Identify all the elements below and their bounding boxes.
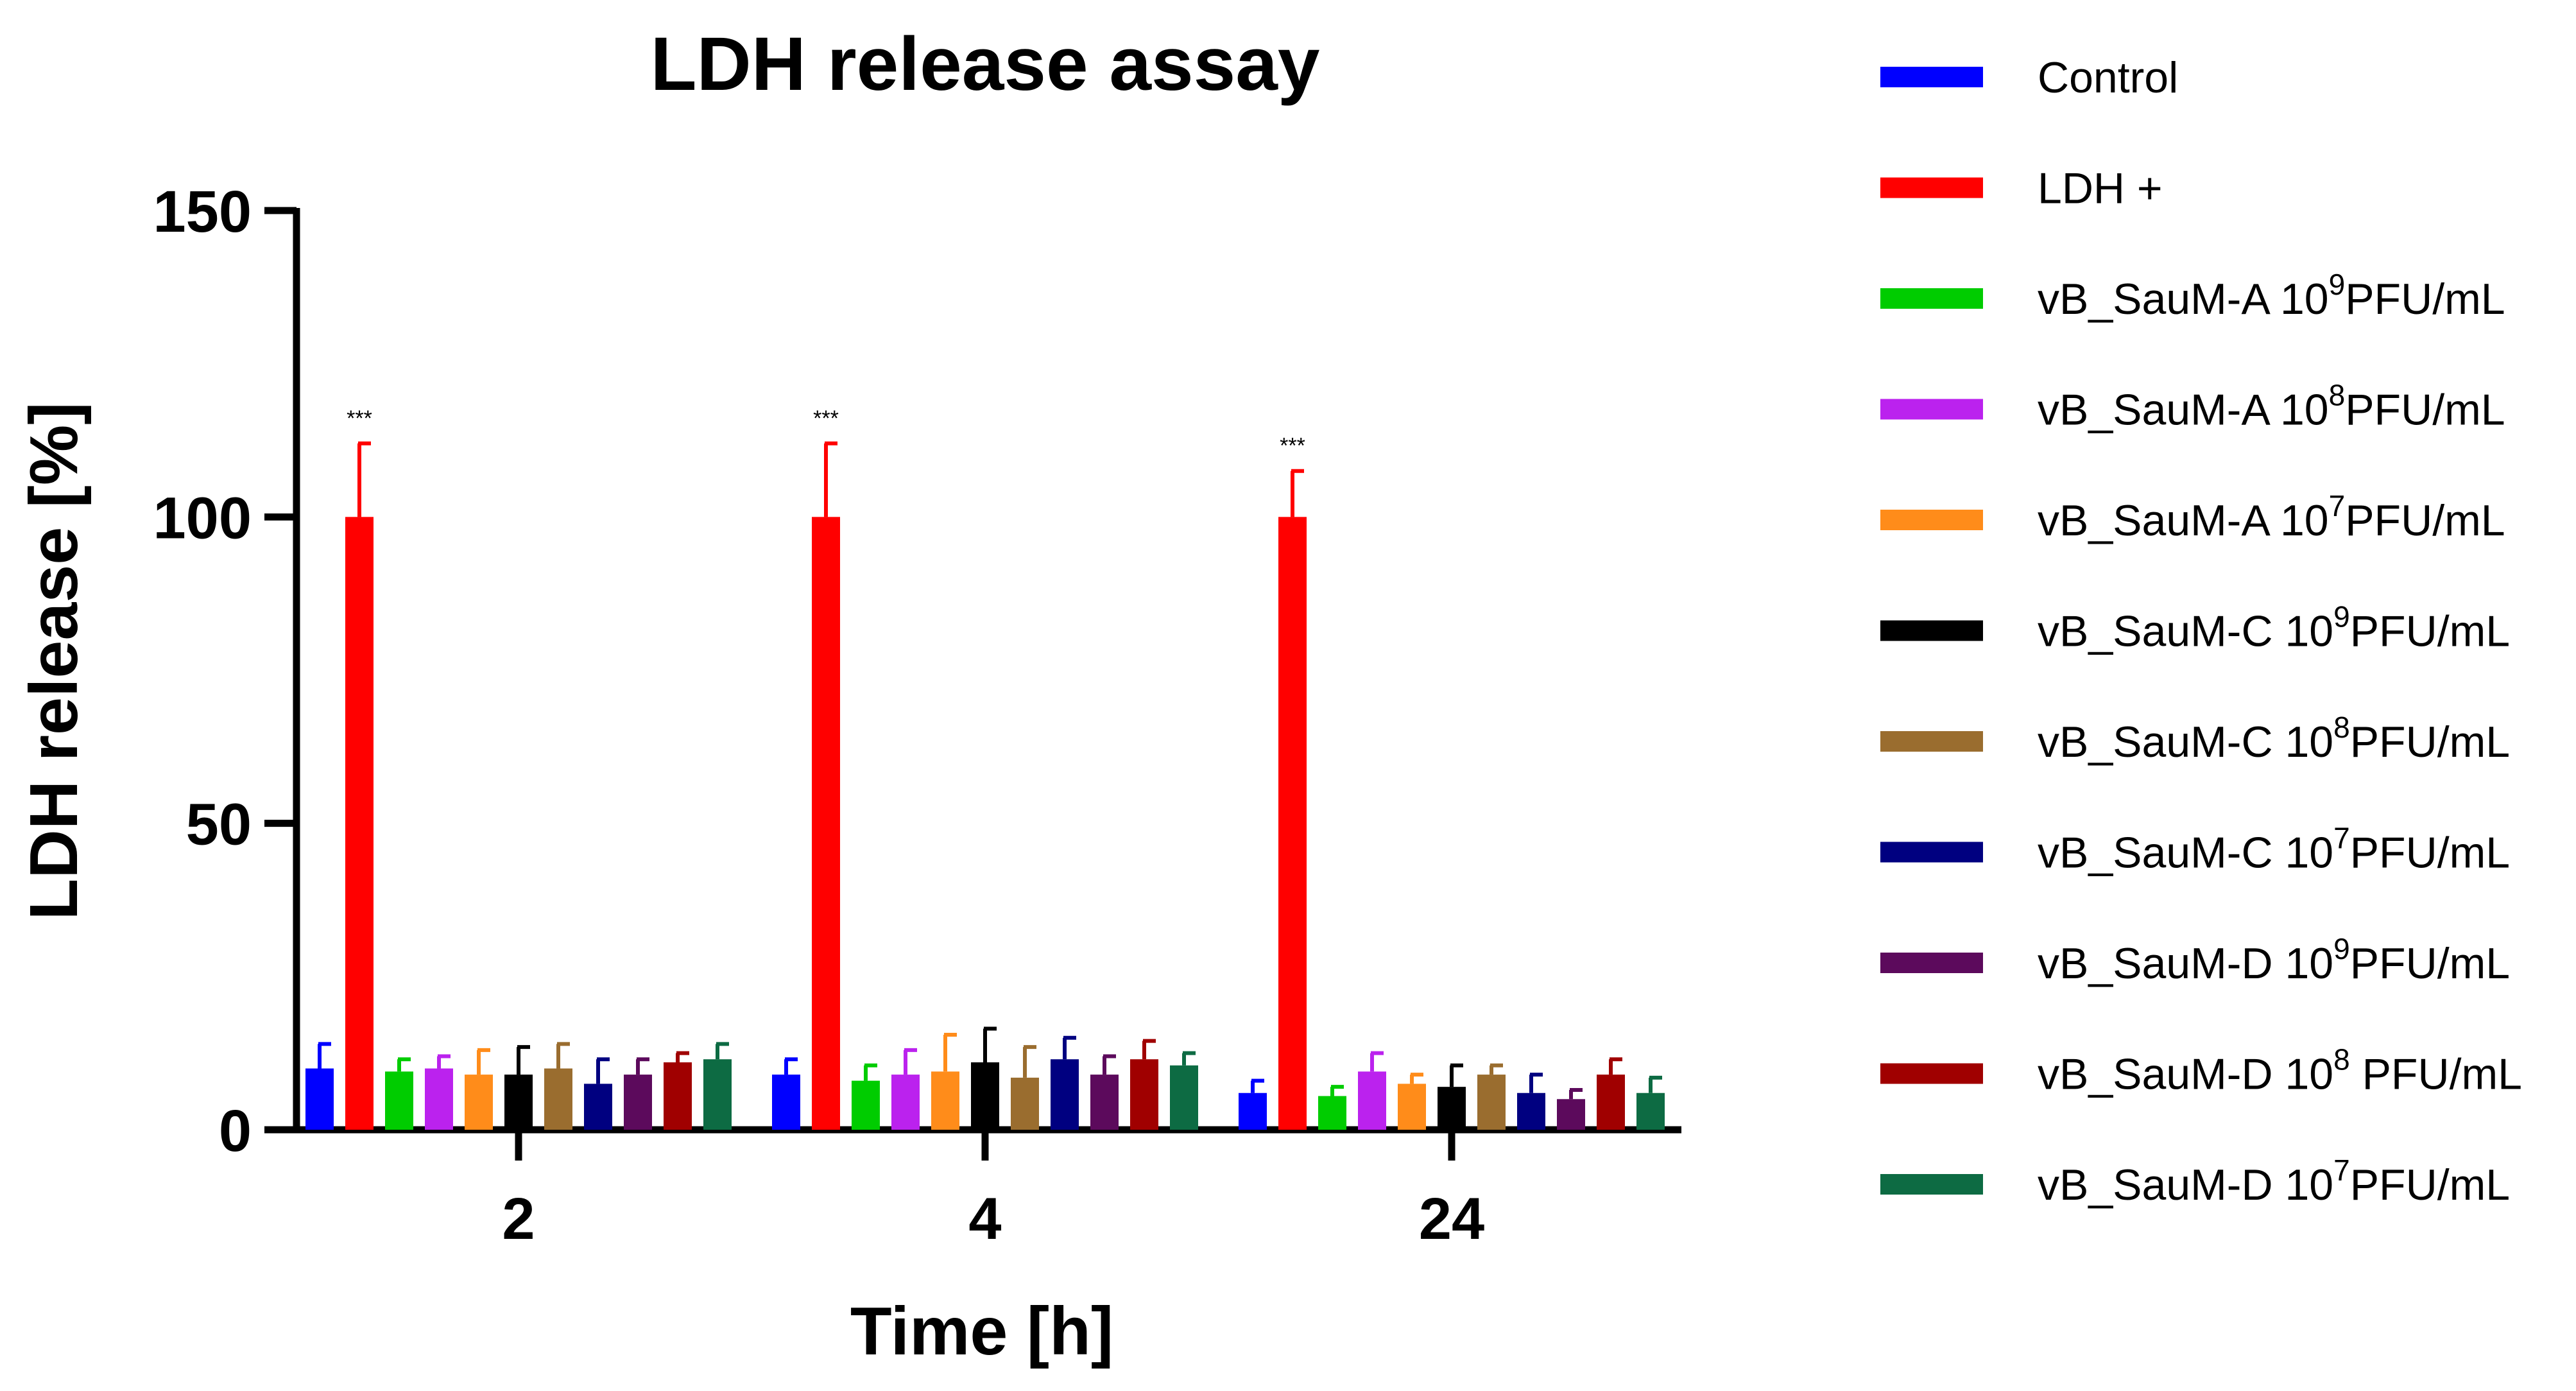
bar [931,1071,959,1130]
bar [1130,1059,1158,1130]
bar [1011,1077,1039,1130]
bar [1438,1087,1466,1130]
legend-swatch [1880,288,1983,309]
bar [1358,1071,1386,1130]
bar [504,1075,533,1130]
y-axis-label: LDH release [%] [16,402,92,920]
legend-swatch [1880,510,1983,530]
bar [1051,1059,1079,1130]
bar [664,1062,692,1130]
chart-title: LDH release assay [650,22,1319,107]
legend-label: LDH + [2038,164,2163,213]
x-tick-label: 4 [968,1186,1001,1252]
bar [465,1075,493,1130]
bar [1517,1093,1545,1130]
bar [971,1062,999,1130]
y-tick-label: 150 [153,179,252,245]
bar [1318,1096,1346,1130]
bar [1477,1075,1506,1130]
bar [624,1075,652,1130]
bar [1557,1099,1585,1130]
y-tick-label: 100 [153,485,252,551]
bar [772,1075,800,1130]
bar [385,1071,413,1130]
legend-label: Control [2038,53,2178,102]
legend-label: vB_SauM-A 109PFU/mL [2038,268,2505,324]
bar [1239,1093,1267,1130]
legend-swatch [1880,399,1983,420]
y-tick-label: 0 [219,1098,252,1164]
legend-swatch [1880,620,1983,641]
significance-label: *** [1280,434,1305,458]
x-tick-label: 24 [1419,1186,1484,1252]
bar [544,1068,572,1130]
legend-swatch [1880,177,1983,198]
bar [1636,1093,1665,1130]
legend-label: vB_SauM-A 108PFU/mL [2038,379,2505,435]
bar [1597,1075,1625,1130]
bar [1398,1084,1426,1130]
bar [1090,1075,1119,1130]
bars: *** *** *** [305,406,1665,1130]
bar [345,517,374,1130]
legend-label: vB_SauM-C 109PFU/mL [2038,600,2510,656]
legend-label: vB_SauM-D 108 PFU/mL [2038,1043,2522,1099]
legend-swatch [1880,953,1983,973]
x-axis-label: Time [h] [850,1293,1113,1369]
significance-label: *** [347,406,372,431]
legend-swatch [1880,1063,1983,1084]
bar [425,1068,453,1130]
bar [1170,1065,1198,1130]
legend-swatch [1880,731,1983,752]
legend: Control LDH + vB_SauM-A 109PFU/mL vB_SauM-A… [1880,53,2522,1209]
bar [703,1059,732,1130]
legend-label: vB_SauM-C 108PFU/mL [2038,711,2510,766]
legend-label: vB_SauM-D 107PFU/mL [2038,1153,2510,1209]
bar [1278,517,1307,1130]
x-tick-label: 2 [502,1186,535,1252]
legend-swatch [1880,67,1983,87]
legend-label: vB_SauM-D 109PFU/mL [2038,932,2510,988]
significance-label: *** [813,406,839,431]
legend-label: vB_SauM-A 107PFU/mL [2038,489,2505,545]
bar [812,517,840,1130]
bar [891,1075,920,1130]
bar [305,1068,334,1130]
bar [852,1080,880,1130]
y-tick-label: 50 [186,792,252,858]
legend-swatch [1880,842,1983,863]
legend-swatch [1880,1174,1983,1195]
bar [584,1084,612,1130]
legend-label: vB_SauM-C 107PFU/mL [2038,822,2510,877]
